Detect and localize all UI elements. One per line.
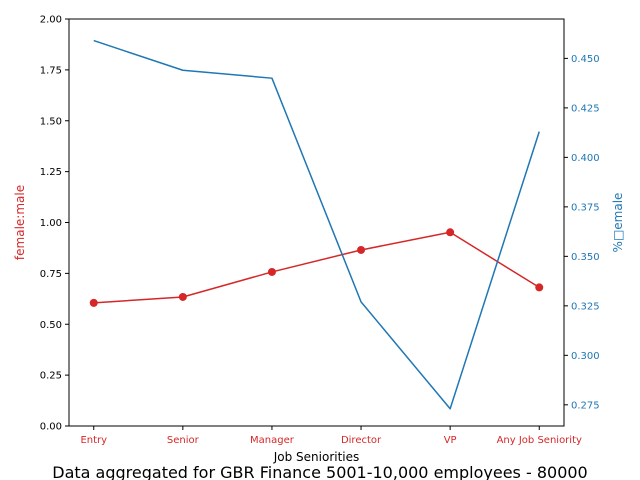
x-tick-label: Senior [167, 435, 200, 446]
right-tick-label: 0.325 [571, 301, 600, 312]
female-male-ratio-point [178, 292, 187, 301]
left-tick-label: 0.00 [40, 422, 62, 433]
female-male-ratio-point [357, 245, 366, 254]
female-male-ratio-point [446, 228, 455, 237]
right-tick-label: 0.300 [571, 351, 600, 362]
right-tick-label: 0.375 [571, 202, 600, 213]
percent-female-line [93, 39, 540, 410]
female-male-ratio-point [267, 267, 276, 276]
female-male-ratio-point [535, 283, 544, 292]
left-tick-label: 1.75 [40, 65, 62, 76]
x-axis-ticks: Entry Senior Manager Director VP Any Job Seni… [80, 426, 582, 446]
right-tick-label: 0.350 [571, 252, 600, 263]
left-tick-label: 1.00 [40, 218, 62, 229]
right-tick-label: 0.400 [571, 153, 600, 164]
female-male-ratio-line [93, 231, 540, 304]
x-axis-label: Job Seniorities [273, 450, 360, 464]
x-tick-label: VP [444, 435, 457, 446]
left-tick-label: 0.50 [40, 320, 62, 331]
left-tick-label: 0.75 [40, 269, 62, 280]
right-axis-ticks: 0.275 0.300 0.325 0.350 0.375 0.400 0.425 0.450 [564, 54, 600, 411]
chart-caption: Data aggregated for GBR Finance 5001-10,… [52, 463, 587, 480]
x-tick-label: Entry [80, 435, 107, 446]
series-layer [89, 39, 544, 410]
right-tick-label: 0.450 [571, 54, 600, 65]
x-tick-label: Manager [250, 435, 295, 446]
x-tick-label: Director [341, 435, 382, 446]
left-axis-ticks: 0.00 0.25 0.50 0.75 1.00 1.25 1.50 1.75 2.00 [40, 15, 69, 433]
x-tick-label: Any Job Seniority [497, 435, 582, 446]
left-tick-label: 1.25 [40, 167, 62, 178]
right-tick-label: 0.425 [571, 103, 600, 114]
left-tick-label: 1.50 [40, 116, 62, 127]
female-male-ratio-point [89, 298, 98, 307]
left-axis-label: female:male [13, 185, 27, 260]
right-tick-label: 0.275 [571, 400, 600, 411]
right-axis-label: %□emale [611, 193, 625, 253]
left-tick-label: 2.00 [40, 15, 62, 26]
plot-frame [68, 18, 565, 427]
left-tick-label: 0.25 [40, 371, 62, 382]
